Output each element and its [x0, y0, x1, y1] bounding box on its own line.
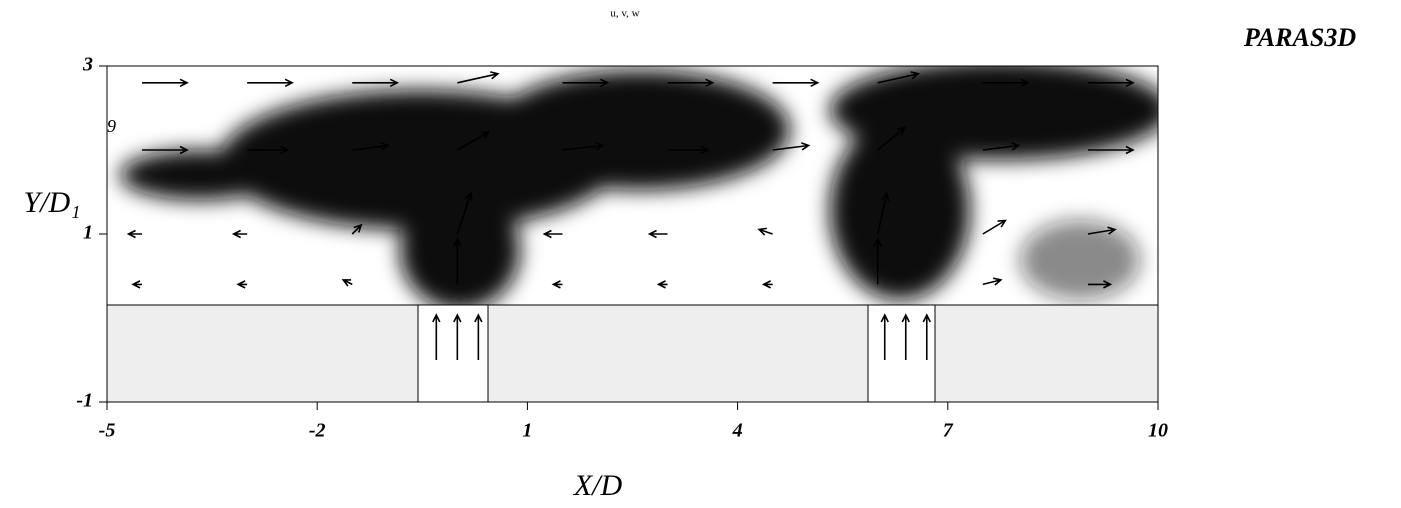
vector-arrow — [457, 71, 500, 84]
vector-arrow — [656, 280, 668, 289]
vector-arrow — [551, 280, 563, 289]
vector-arrow — [474, 313, 483, 360]
vector-arrow — [982, 277, 1003, 286]
chart-title: u, v, w — [610, 8, 639, 20]
vector-arrow — [1087, 226, 1117, 235]
vector-arrow — [453, 313, 462, 360]
vector-arrow — [456, 191, 473, 235]
annotation: 9 — [107, 116, 116, 136]
x-tick-label: 1 — [522, 420, 532, 442]
vector-arrow — [873, 237, 882, 285]
x-tick-label: 7 — [943, 420, 954, 442]
plot-area — [107, 66, 1158, 402]
vector-arrow — [982, 142, 1021, 151]
x-tick-label: 10 — [1148, 420, 1168, 442]
slot — [417, 304, 489, 402]
x-axis-label: X/D — [573, 469, 623, 502]
wall — [934, 304, 1158, 402]
vector-arrow — [667, 78, 715, 88]
vector-arrow — [876, 191, 890, 235]
vector-arrow — [877, 126, 907, 151]
vector-arrow — [757, 227, 773, 236]
wall — [107, 304, 419, 402]
vector-arrow — [126, 229, 143, 239]
vector-arrow — [352, 78, 400, 88]
vector-arrow — [562, 78, 610, 88]
vector-arrow — [901, 313, 910, 360]
vector-arrow — [1087, 78, 1135, 88]
vector-arrow — [1087, 145, 1135, 155]
y-tick-label: -1 — [76, 390, 93, 412]
vector-arrow — [542, 229, 563, 239]
vector-arrow — [247, 78, 294, 88]
vector-arrow — [982, 219, 1007, 235]
vector-arrow — [432, 313, 441, 360]
vector-arrow — [131, 280, 143, 289]
vector-arrow — [877, 71, 920, 84]
vector-arrow — [456, 131, 491, 151]
vector-arrow — [351, 223, 363, 235]
vector-arrow — [1087, 280, 1113, 289]
x-tick-label: -2 — [309, 420, 326, 442]
vector-arrow — [142, 145, 189, 155]
vector-arrow — [982, 78, 1030, 88]
x-tick-label: 4 — [732, 420, 743, 442]
vector-arrow — [667, 145, 710, 155]
vector-arrow — [236, 280, 248, 289]
y-tick-label: 3 — [82, 54, 93, 76]
dense-vectors — [120, 66, 1158, 310]
vector-arrow — [562, 142, 605, 151]
vector-arrow — [352, 142, 391, 151]
logo: PARAS3D — [1243, 23, 1356, 52]
y-tick-label: 1 — [83, 222, 93, 244]
vector-arrow — [880, 313, 889, 360]
vector-arrow — [142, 78, 189, 88]
vector-arrow — [341, 279, 353, 287]
y-axis-label: Y/D₁ — [23, 186, 80, 219]
vector-arrow — [453, 237, 462, 285]
vector-arrow — [231, 229, 248, 239]
vectors — [126, 71, 1135, 360]
x-tick-label: -5 — [99, 420, 116, 442]
wall — [487, 304, 869, 402]
vector-arrow — [761, 280, 773, 289]
vector-arrow — [772, 78, 820, 88]
vector-arrow — [922, 313, 931, 360]
vector-arrow — [247, 145, 290, 155]
vector-arrow — [647, 229, 668, 239]
vector-arrow — [772, 142, 811, 151]
